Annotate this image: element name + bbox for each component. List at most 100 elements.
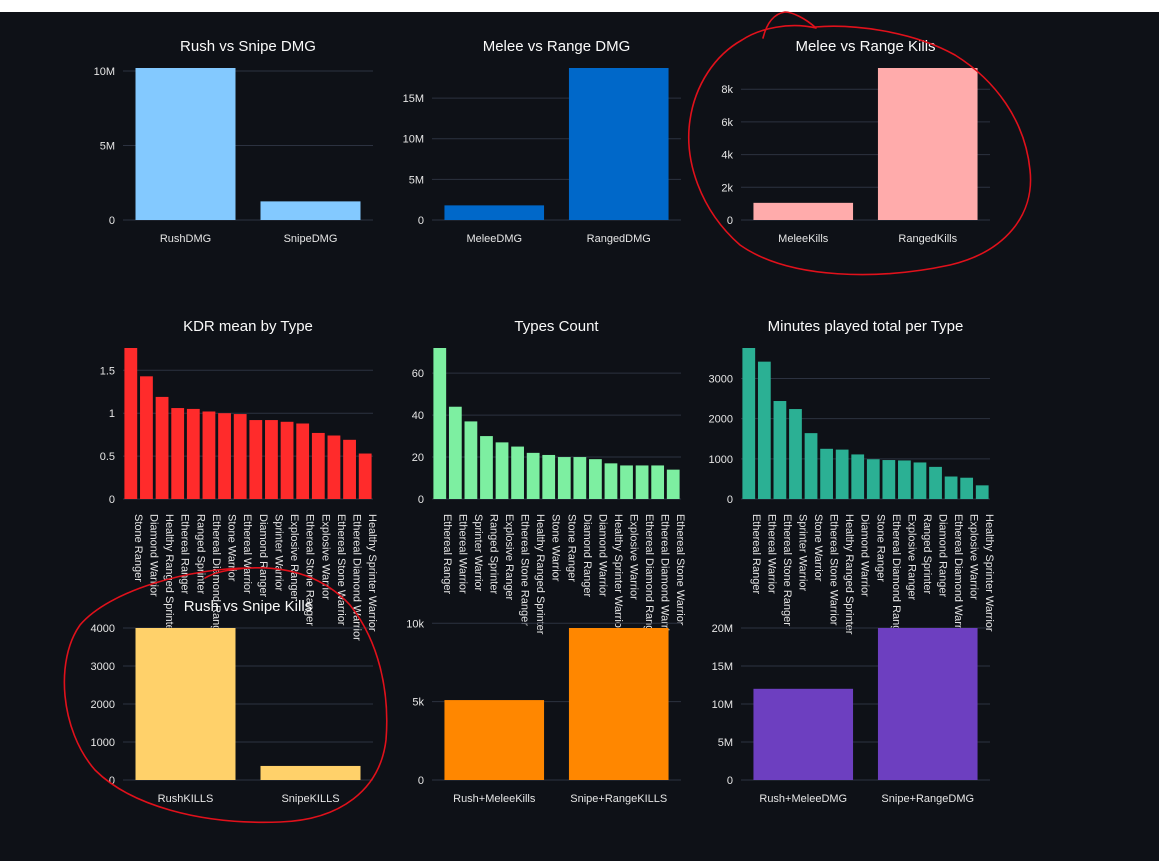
- bar[interactable]: [444, 700, 545, 780]
- x-tick-label: Snipe+RangeKILLS: [570, 793, 667, 805]
- y-tick-label: 1000: [709, 454, 733, 466]
- bar[interactable]: [202, 411, 216, 499]
- y-tick-label: 1: [109, 408, 115, 420]
- y-tick-label: 5k: [412, 697, 424, 709]
- x-tick-label: Healthy Sprinter Warrior: [983, 514, 995, 632]
- bar[interactable]: [620, 465, 633, 499]
- x-tick-label: Diamond Ranger: [257, 514, 269, 597]
- bar[interactable]: [311, 432, 325, 499]
- chart-title: Rush vs Snipe DMG: [180, 38, 316, 55]
- chart-title: Minutes played total per Type: [768, 318, 964, 335]
- bar[interactable]: [135, 628, 236, 780]
- bar[interactable]: [773, 401, 787, 499]
- bar[interactable]: [464, 421, 478, 499]
- bar[interactable]: [433, 348, 447, 499]
- bar[interactable]: [877, 68, 978, 220]
- bar[interactable]: [265, 420, 278, 499]
- bar[interactable]: [960, 477, 974, 499]
- x-tick-label: Ethereal Diamond Ranger: [890, 514, 902, 642]
- bar[interactable]: [249, 420, 263, 499]
- bar[interactable]: [511, 446, 524, 499]
- bar[interactable]: [358, 453, 372, 499]
- bar[interactable]: [218, 413, 231, 499]
- y-tick-label: 0: [109, 775, 115, 787]
- bar[interactable]: [233, 414, 247, 499]
- y-tick-label: 60: [412, 368, 424, 380]
- bar[interactable]: [898, 460, 911, 499]
- x-tick-label: Diamond Warrior: [859, 514, 871, 597]
- bar[interactable]: [155, 396, 169, 499]
- bar[interactable]: [171, 408, 185, 499]
- bar[interactable]: [480, 436, 493, 499]
- bar[interactable]: [444, 205, 545, 220]
- bar[interactable]: [804, 433, 818, 499]
- bar[interactable]: [851, 454, 865, 499]
- x-tick-label: Explosive Ranger: [503, 514, 515, 601]
- chart-title: Rush vs Snipe Kills: [184, 598, 312, 615]
- y-tick-label: 5M: [718, 737, 733, 749]
- y-tick-label: 0: [727, 215, 733, 227]
- bar[interactable]: [789, 409, 802, 499]
- x-tick-label: MeleeDMG: [466, 233, 522, 245]
- y-tick-label: 0.5: [100, 451, 115, 463]
- x-tick-label: Ethereal Stone Ranger: [781, 514, 793, 626]
- chart-melee-vs-range-dmg: Melee vs Range DMG 0 5M 10M 15M MeleeDMG Range…: [403, 38, 681, 245]
- y-tick-label: 10M: [94, 66, 115, 78]
- x-tick-label: Ranged Sprinter: [921, 514, 933, 594]
- bar[interactable]: [343, 439, 356, 499]
- charts-canvas: Rush vs Snipe DMG 0 5M 10M RushDMG SnipeDMG Me…: [91, 38, 996, 805]
- bar[interactable]: [757, 361, 771, 499]
- bar[interactable]: [526, 452, 540, 499]
- bar[interactable]: [573, 457, 587, 499]
- x-tick-label: Sprinter Warrior: [796, 514, 808, 592]
- bar[interactable]: [742, 348, 756, 499]
- bar[interactable]: [877, 628, 978, 780]
- y-tick-label: 3000: [91, 661, 115, 673]
- bar[interactable]: [135, 68, 236, 220]
- bar[interactable]: [820, 448, 833, 499]
- bar[interactable]: [542, 454, 556, 499]
- x-tick-label: Explosive Warrior: [628, 514, 640, 600]
- bar[interactable]: [651, 465, 665, 499]
- bar[interactable]: [753, 202, 854, 220]
- bar[interactable]: [589, 459, 602, 499]
- bar[interactable]: [448, 406, 462, 499]
- bar[interactable]: [557, 457, 571, 499]
- y-tick-label: 20M: [712, 623, 733, 635]
- bar[interactable]: [635, 465, 649, 499]
- y-tick-label: 4000: [91, 623, 115, 635]
- bar[interactable]: [568, 628, 669, 780]
- bar[interactable]: [327, 435, 341, 499]
- bar[interactable]: [666, 469, 680, 499]
- bar[interactable]: [944, 476, 958, 499]
- bar[interactable]: [913, 462, 927, 499]
- chart-title: Melee vs Range Kills: [795, 38, 935, 55]
- x-tick-label: Ethereal Ranger: [750, 514, 762, 594]
- bar[interactable]: [604, 463, 618, 499]
- bar[interactable]: [280, 421, 294, 499]
- bar[interactable]: [186, 408, 200, 499]
- x-tick-label: Healthy Ranged Sprinter: [163, 514, 175, 635]
- bar[interactable]: [495, 442, 509, 499]
- bar[interactable]: [882, 460, 896, 499]
- bar[interactable]: [835, 449, 849, 499]
- y-tick-label: 40: [412, 410, 424, 422]
- bar[interactable]: [296, 423, 310, 500]
- bar[interactable]: [260, 201, 361, 220]
- bar[interactable]: [866, 459, 880, 499]
- bar[interactable]: [975, 485, 989, 499]
- bar[interactable]: [260, 765, 361, 780]
- x-tick-label: Explosive Warrior: [319, 514, 331, 600]
- y-tick-label: 4k: [721, 150, 733, 162]
- x-tick-label: SnipeDMG: [284, 233, 338, 245]
- x-tick-label: Ethereal Ranger: [179, 514, 191, 594]
- x-tick-label: Diamond Ranger: [937, 514, 949, 597]
- bar[interactable]: [124, 348, 138, 499]
- chart-rush-vs-snipe-kills: Rush vs Snipe Kills 0 1000 2000 3000 4000 Rush…: [91, 598, 373, 805]
- bar[interactable]: [568, 68, 669, 220]
- bar[interactable]: [753, 688, 854, 780]
- y-tick-label: 2000: [709, 414, 733, 426]
- bar[interactable]: [929, 466, 942, 499]
- x-tick-label: Sprinter Warrior: [272, 514, 284, 592]
- bar[interactable]: [140, 376, 153, 499]
